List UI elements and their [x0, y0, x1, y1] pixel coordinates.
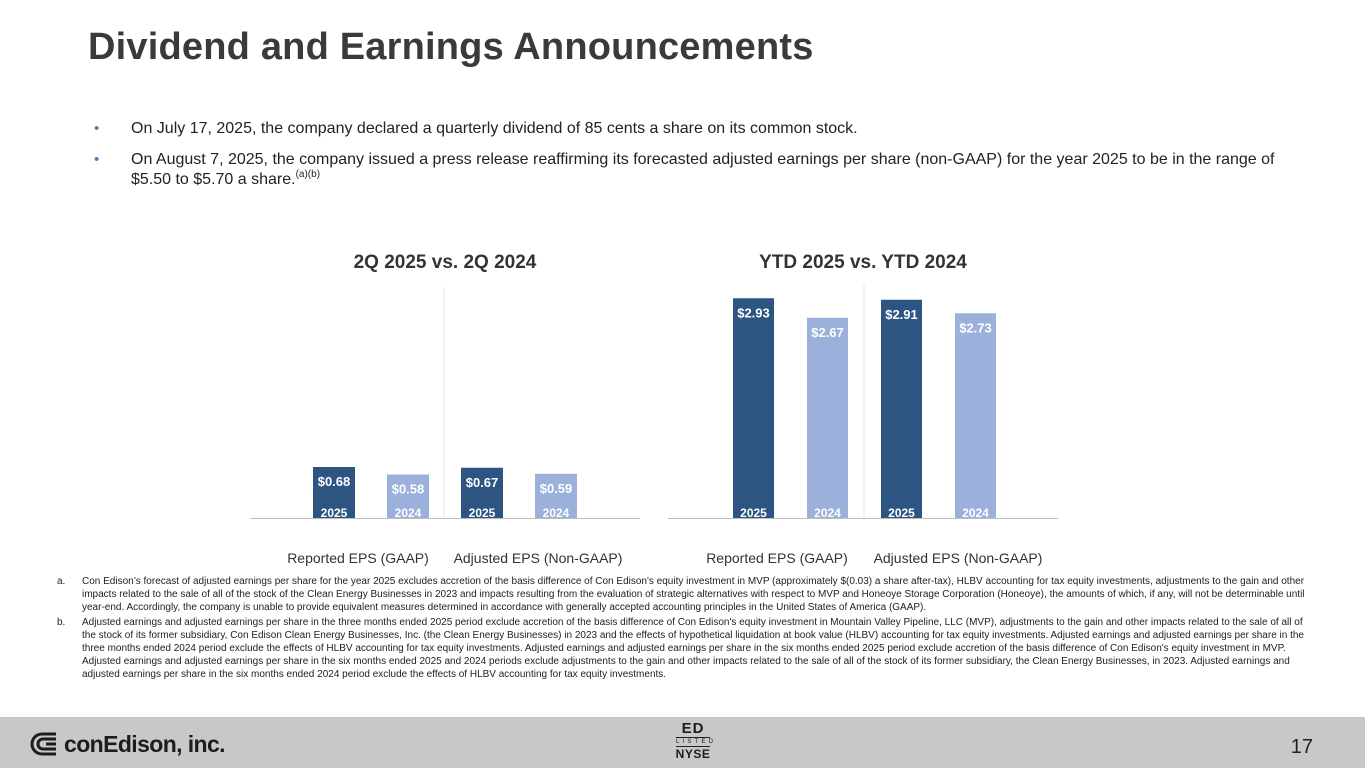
footnote-a: a. Con Edison’s forecast of adjusted ear…: [57, 575, 1307, 615]
bar-2024: [955, 313, 996, 518]
bar-2025: [461, 467, 503, 518]
nyse-name: NYSE: [675, 747, 711, 761]
footnote-ref: (a)(b): [295, 168, 321, 180]
category-label-reported-2q: Reported EPS (GAAP): [287, 550, 429, 566]
conedison-logo: conEdison, inc.: [30, 730, 226, 758]
bullet-text: On August 7, 2025, the company issued a …: [131, 151, 1275, 188]
bar-2024: [535, 473, 577, 518]
bar-year-label: 2024: [962, 506, 989, 520]
bar-2024: [807, 317, 848, 518]
bar-2025: [313, 467, 355, 518]
chart-title-ytd: YTD 2025 vs. YTD 2024: [759, 252, 967, 273]
bullet-marker: •: [94, 151, 100, 168]
nyse-listed-badge: ED LISTED NYSE: [674, 720, 717, 763]
page-title: Dividend and Earnings Announcements: [88, 26, 814, 68]
bar-value-label: $0.67: [466, 475, 499, 490]
bullet-dividend: • On July 17, 2025, the company declared…: [93, 119, 1293, 139]
bar-value-label: $2.93: [737, 305, 770, 320]
bar-value-label: $2.91: [885, 307, 918, 322]
logo-text: conEdison, inc.: [64, 730, 226, 757]
bar-value-label: $0.68: [318, 474, 351, 489]
bar-2025: [733, 298, 774, 518]
bullet-marker: •: [94, 120, 100, 137]
bar-year-label: 2024: [814, 506, 841, 520]
category-label-adjusted-ytd: Adjusted EPS (Non-GAAP): [873, 550, 1043, 566]
chart-title-2q: 2Q 2025 vs. 2Q 2024: [353, 252, 537, 273]
bar-2024: [387, 474, 429, 518]
bar-value-label: $2.73: [959, 320, 992, 335]
category-label-adjusted-2q: Adjusted EPS (Non-GAAP): [453, 550, 623, 566]
bar-year-label: 2025: [740, 506, 767, 520]
footnotes: a. Con Edison’s forecast of adjusted ear…: [57, 575, 1307, 683]
bar-year-label: 2025: [321, 506, 348, 520]
bar-value-label: $0.58: [392, 482, 425, 497]
footnote-text: Con Edison’s forecast of adjusted earnin…: [82, 576, 1305, 614]
conedison-logo-icon: [30, 732, 56, 756]
footnote-letter: a.: [57, 576, 66, 587]
nyse-listed-text: LISTED: [676, 737, 717, 747]
bar-year-label: 2024: [543, 506, 570, 520]
bar-year-label: 2025: [888, 506, 915, 520]
bar-2025: [881, 299, 922, 518]
nyse-ticker: ED: [681, 720, 705, 737]
bullet-text: On July 17, 2025, the company declared a…: [131, 120, 858, 137]
bullet-list: • On July 17, 2025, the company declared…: [93, 119, 1293, 201]
bar-value-label: $0.59: [540, 481, 573, 496]
footnote-text: Adjusted earnings and adjusted earnings …: [82, 616, 1304, 681]
page-number: 17: [1290, 736, 1313, 758]
bar-value-label: $2.67: [811, 325, 844, 340]
footnote-b: b. Adjusted earnings and adjusted earnin…: [57, 616, 1307, 682]
bullet-earnings: • On August 7, 2025, the company issued …: [93, 150, 1293, 190]
bar-year-label: 2025: [469, 506, 496, 520]
bar-year-label: 2024: [395, 506, 422, 520]
footnote-letter: b.: [57, 616, 66, 628]
footer: conEdison, inc. ED LISTED NYSE 17: [0, 717, 1365, 768]
eps-charts: $0.68 2025 $0.58 2024 $0.67 2025 $0.59 2024 $2.9…: [250, 284, 1058, 520]
category-label-reported-ytd: Reported EPS (GAAP): [706, 550, 848, 566]
